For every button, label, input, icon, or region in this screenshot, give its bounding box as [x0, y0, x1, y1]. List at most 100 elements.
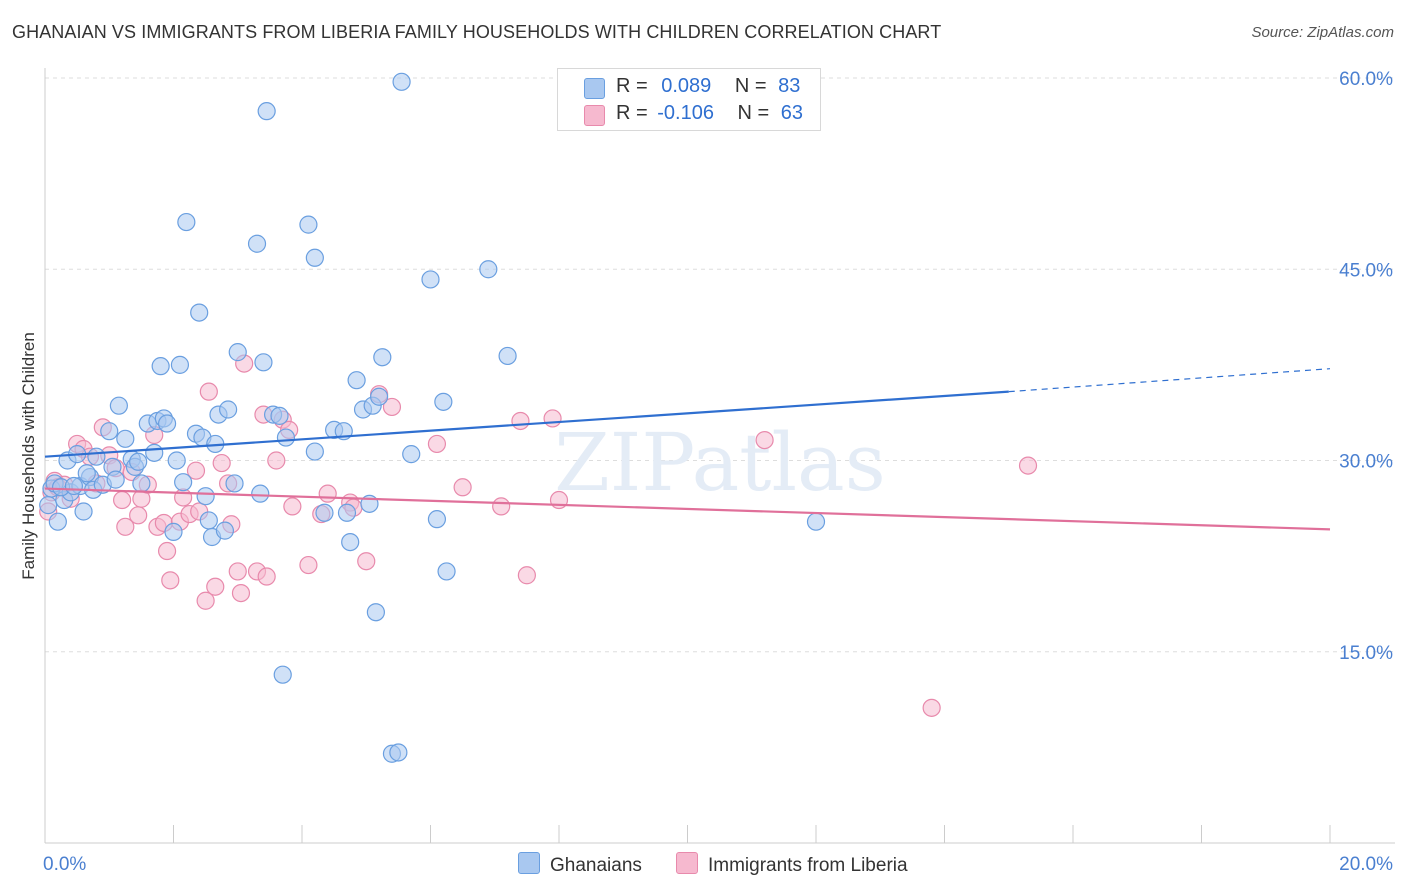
data-point-liberia	[543, 409, 562, 428]
trend-line-ghanaians	[44, 390, 1009, 458]
data-point-ghanaian	[132, 474, 151, 493]
legend-r-label: R =	[616, 75, 648, 97]
x-tick-label: 20.0%	[1339, 854, 1393, 875]
data-point-liberia	[161, 571, 180, 590]
bottom-legend-liberia: Immigrants from Liberia	[676, 852, 908, 877]
data-point-ghanaian	[421, 270, 440, 289]
data-point-ghanaian	[341, 532, 360, 552]
data-point-liberia	[755, 431, 774, 450]
data-point-ghanaian	[370, 387, 389, 406]
legend-r-value: -0.106	[657, 102, 714, 124]
data-point-liberia	[382, 397, 402, 417]
data-point-ghanaian	[48, 512, 67, 531]
data-point-liberia	[492, 497, 511, 516]
trend-line-ghanaians-extension	[1008, 368, 1331, 393]
legend-row-liberia: R = -0.106 N = 63	[584, 102, 804, 126]
data-point-liberia	[517, 566, 536, 585]
data-point-ghanaian	[196, 487, 215, 506]
legend-n-value: 63	[780, 102, 804, 124]
data-point-ghanaian	[167, 451, 186, 470]
data-point-ghanaian	[337, 503, 357, 522]
data-point-ghanaian	[251, 484, 270, 503]
bottom-legend-swatch-blue	[518, 852, 540, 874]
data-point-ghanaian	[273, 665, 292, 684]
data-point-liberia	[511, 411, 530, 431]
data-point-ghanaian	[366, 603, 385, 622]
data-point-ghanaian	[116, 429, 135, 448]
watermark: ZIPatlas	[554, 416, 886, 509]
data-point-liberia	[196, 591, 215, 610]
data-point-ghanaian	[347, 371, 366, 390]
correlation-legend: R = 0.089 N = 83 R = -0.106 N = 63	[557, 68, 821, 131]
data-point-liberia	[228, 562, 247, 581]
data-point-ghanaian	[225, 474, 244, 493]
data-point-ghanaian	[498, 346, 517, 366]
y-tick-labels: 15.0% 30.0% 45.0% 60.0%	[1339, 69, 1393, 664]
data-point-ghanaian	[100, 422, 119, 441]
data-point-liberia	[212, 453, 231, 473]
data-point-ghanaian	[39, 496, 58, 515]
legend-swatch-blue	[584, 78, 605, 99]
chart-title: GHANAIAN VS IMMIGRANTS FROM LIBERIA FAMI…	[12, 22, 942, 42]
data-point-ghanaian	[190, 303, 209, 322]
data-point-liberia	[157, 541, 177, 561]
data-point-ghanaian	[64, 476, 84, 496]
y-axis-label: Family Households with Children	[19, 332, 38, 580]
y-tick-label: 30.0%	[1339, 452, 1393, 473]
data-point-ghanaian	[315, 503, 334, 522]
bottom-legend-label: Ghanaians	[550, 855, 642, 876]
trend-line-liberia	[44, 487, 1331, 531]
y-tick-label: 45.0%	[1339, 260, 1393, 281]
source-credit: Source: ZipAtlas.com	[1251, 24, 1394, 41]
data-point-ghanaian	[392, 72, 411, 91]
data-point-ghanaian	[276, 428, 296, 447]
data-point-liberia	[199, 382, 218, 401]
data-point-ghanaian	[247, 234, 267, 253]
data-point-ghanaian	[77, 464, 96, 483]
data-point-ghanaian	[254, 353, 273, 372]
x-tick-labels: 0.0% 20.0%	[43, 854, 1393, 875]
legend-n-label: N =	[737, 102, 770, 124]
data-point-liberia	[453, 478, 472, 497]
trend-lines	[44, 368, 1331, 531]
data-point-ghanaian	[87, 447, 106, 466]
data-point-ghanaian	[145, 443, 164, 462]
data-point-ghanaian	[109, 396, 128, 415]
data-point-ghanaian	[389, 743, 408, 762]
data-point-ghanaian	[106, 470, 125, 489]
data-point-liberia	[267, 451, 286, 470]
data-point-ghanaian	[806, 512, 826, 531]
series-liberia-points	[39, 354, 1038, 717]
data-point-liberia	[257, 567, 276, 586]
data-point-ghanaian	[257, 102, 276, 121]
data-point-ghanaian	[219, 400, 238, 419]
data-point-liberia	[186, 461, 206, 480]
data-point-liberia	[129, 506, 148, 525]
data-point-ghanaian	[129, 452, 148, 471]
legend-r-label: R =	[616, 102, 648, 124]
data-point-ghanaian	[170, 355, 190, 374]
data-point-ghanaian	[215, 521, 234, 540]
y-tick-label: 60.0%	[1339, 69, 1393, 90]
data-point-liberia	[174, 488, 193, 507]
data-point-liberia	[231, 583, 251, 603]
data-point-ghanaian	[434, 392, 453, 411]
data-point-ghanaian	[199, 511, 218, 530]
legend-n-label: N =	[734, 75, 767, 97]
x-tick-label: 0.0%	[43, 854, 86, 875]
data-point-ghanaian	[270, 406, 289, 425]
legend-row-ghanaians: R = 0.089 N = 83	[584, 75, 800, 99]
data-point-ghanaian	[373, 348, 392, 367]
data-point-ghanaian	[177, 212, 196, 232]
data-point-liberia	[283, 497, 302, 516]
data-point-liberia	[116, 517, 135, 536]
data-point-liberia	[427, 434, 447, 454]
bottom-legend-ghanaians: Ghanaians	[518, 852, 642, 877]
data-point-liberia	[357, 552, 376, 571]
data-point-ghanaian	[74, 502, 93, 521]
data-point-ghanaian	[305, 442, 324, 461]
data-point-liberia	[922, 698, 941, 717]
data-point-ghanaian	[164, 522, 183, 542]
bottom-legend-swatch-pink	[676, 852, 698, 874]
